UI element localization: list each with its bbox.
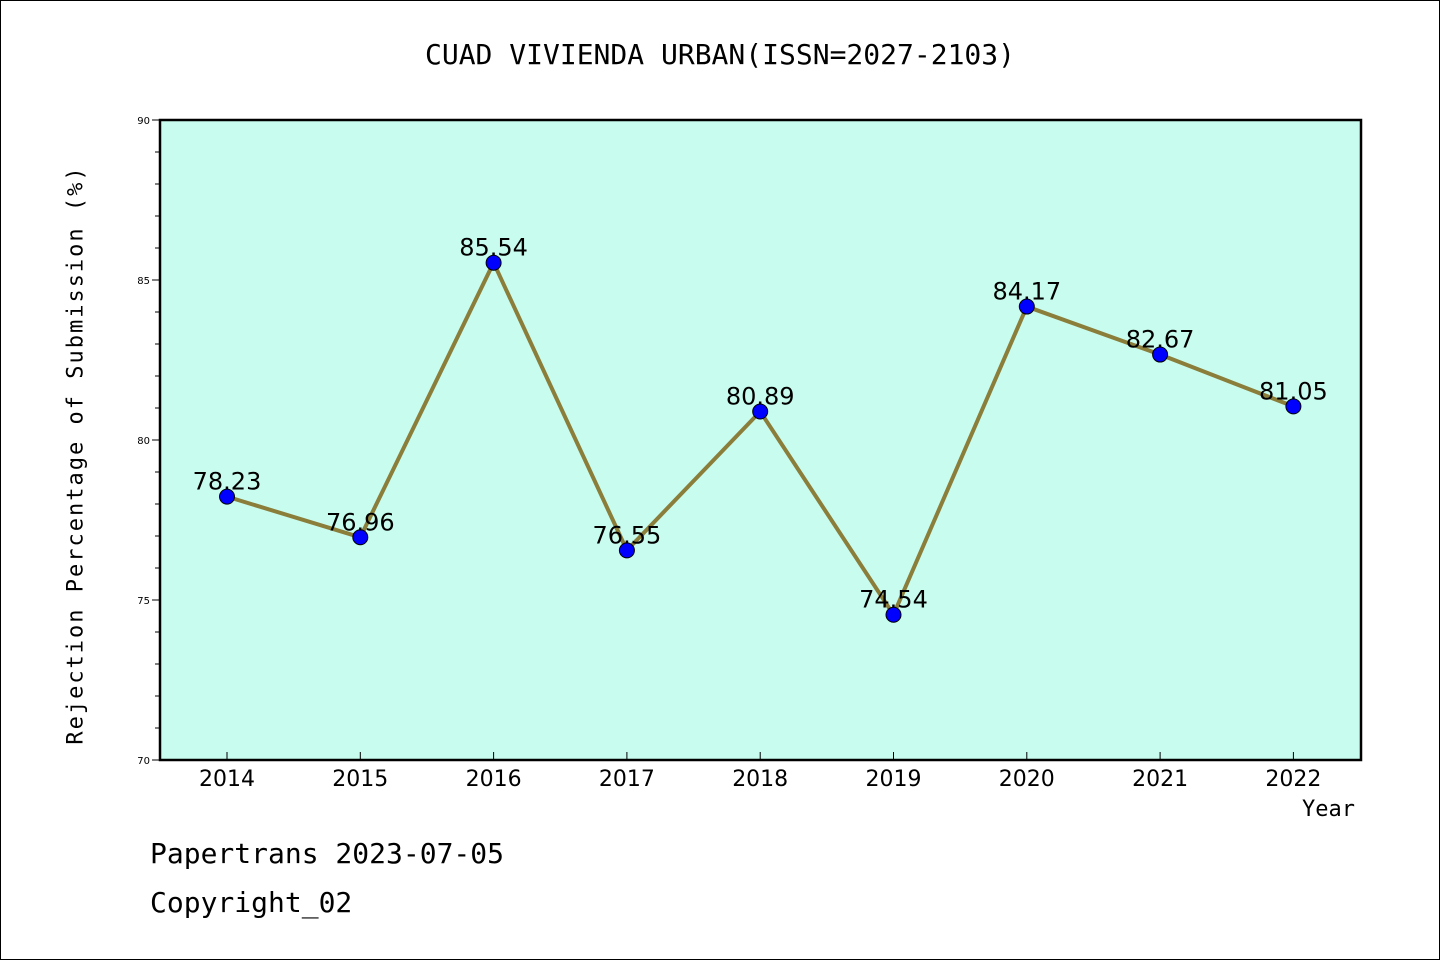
x-tick-label: 2015 [332, 767, 388, 792]
data-label: 85.54 [459, 234, 528, 262]
data-labels: 78.23 76.96 85.54 76.55 80.89 74.54 84.17 82.67… [193, 234, 1328, 614]
x-tick-label: 2019 [866, 767, 922, 792]
y-tick-label: 90 [137, 116, 150, 127]
x-tick-label: 2017 [599, 767, 655, 792]
data-label: 80.89 [726, 383, 795, 411]
y-tick-label: 80 [137, 436, 150, 447]
footer-source: Papertrans 2023-07-05 [150, 837, 505, 870]
data-point [1018, 298, 1035, 315]
data-label: 84.17 [992, 278, 1061, 306]
plot-border [158, 118, 1363, 762]
y-axis-ticks: 70 75 80 85 90 [137, 116, 160, 767]
chart-title: CUAD VIVIENDA URBAN(ISSN=2027-2103) [424, 38, 1015, 71]
x-tick-label: 2020 [999, 767, 1055, 792]
x-tick-label: 2016 [466, 767, 522, 792]
x-axis-label: Year [1302, 797, 1355, 822]
data-label: 74.54 [859, 586, 928, 614]
data-label: 78.23 [193, 468, 262, 496]
data-label: 76.96 [326, 508, 395, 536]
data-point [752, 403, 769, 420]
x-tick-label: 2021 [1132, 767, 1188, 792]
x-tick-label: 2018 [732, 767, 788, 792]
x-tick-label: 2014 [199, 767, 255, 792]
data-label: 82.67 [1126, 326, 1195, 354]
footer-copyright: Copyright_02 [150, 886, 353, 919]
data-point [618, 542, 635, 559]
data-point [485, 254, 502, 271]
data-point [1285, 398, 1302, 415]
y-tick-label: 85 [137, 276, 150, 287]
data-point [1152, 346, 1169, 363]
data-point [352, 529, 369, 546]
series-markers [219, 254, 1302, 623]
y-tick-label: 70 [137, 756, 150, 767]
data-label: 81.05 [1259, 377, 1328, 405]
data-label: 76.55 [593, 521, 662, 549]
data-point [219, 488, 235, 505]
x-axis-ticks: 2014 2015 2016 2017 2018 2019 2020 2021 2022 [199, 752, 1321, 792]
y-tick-label: 75 [137, 596, 150, 607]
plot-area [160, 120, 1361, 760]
data-point [885, 606, 902, 623]
x-tick-label: 2022 [1265, 767, 1321, 792]
